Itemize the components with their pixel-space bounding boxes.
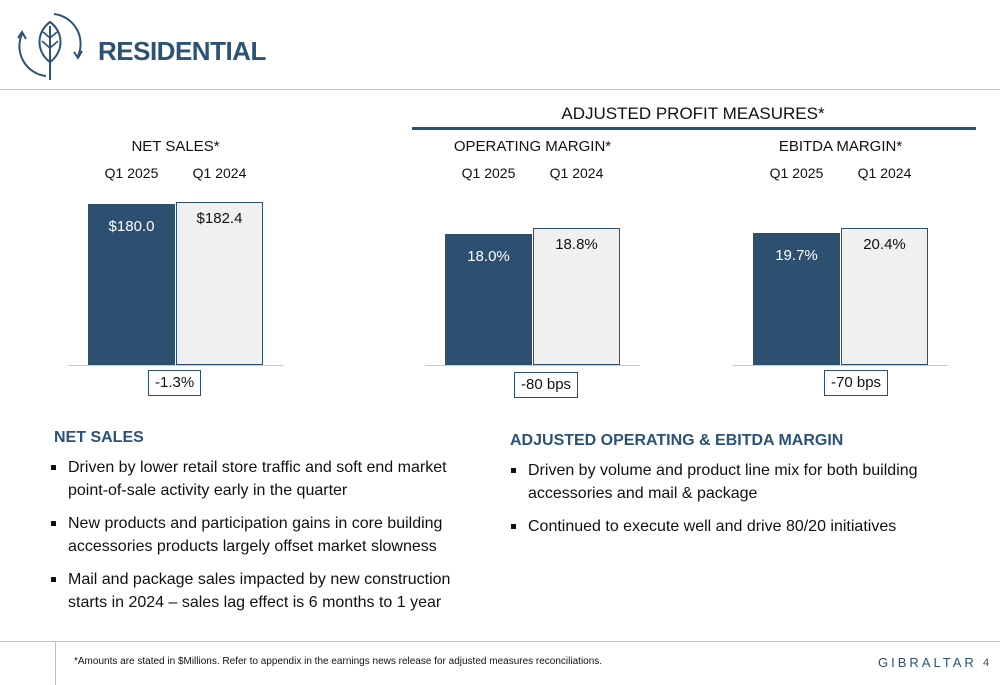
bullet-item: Driven by volume and product line mix fo… bbox=[510, 459, 930, 505]
data-label: 18.0% bbox=[467, 247, 510, 265]
net-sales-heading: NET SALES bbox=[54, 429, 144, 446]
chart-baseline bbox=[425, 365, 640, 366]
bullet-item: Mail and package sales impacted by new c… bbox=[50, 568, 470, 614]
chart-title: OPERATING MARGIN* bbox=[453, 138, 612, 155]
adjusted-profit-header: ADJUSTED PROFIT MEASURES* bbox=[561, 104, 825, 123]
chart-baseline bbox=[733, 365, 948, 366]
adjusted-profit-rule bbox=[412, 127, 976, 130]
bar-prior bbox=[841, 228, 928, 365]
category-label: Q1 2024 bbox=[857, 165, 912, 181]
bullet-item: Continued to execute well and drive 80/2… bbox=[510, 515, 930, 538]
data-label: $180.0 bbox=[108, 218, 155, 236]
bar-prior bbox=[533, 228, 620, 365]
bar-current bbox=[88, 204, 175, 365]
category-label: Q1 2025 bbox=[769, 165, 824, 181]
category-label: Q1 2024 bbox=[192, 165, 247, 181]
brand-wordmark: GIBRALTAR bbox=[878, 655, 977, 670]
change-badge: -70 bps bbox=[824, 370, 889, 396]
change-badge: -80 bps bbox=[514, 372, 579, 398]
chart-title: EBITDA MARGIN* bbox=[778, 138, 903, 155]
margin-bullets: Driven by volume and product line mix fo… bbox=[510, 459, 930, 548]
chart-baseline bbox=[68, 365, 283, 366]
net-sales-bullets: Driven by lower retail store traffic and… bbox=[50, 456, 470, 624]
footer-divider bbox=[0, 641, 1000, 642]
data-label: 20.4% bbox=[863, 236, 906, 253]
data-label: 18.8% bbox=[555, 236, 598, 253]
category-label: Q1 2025 bbox=[461, 165, 516, 181]
bar-prior bbox=[176, 202, 263, 365]
bar-current bbox=[753, 232, 840, 365]
footnote: *Amounts are stated in $Millions. Refer … bbox=[74, 656, 603, 667]
page-number: 4 bbox=[983, 657, 990, 669]
bullet-item: New products and participation gains in … bbox=[50, 512, 470, 558]
change-badge: -1.3% bbox=[148, 370, 202, 396]
page-title: RESIDENTIAL bbox=[98, 36, 266, 66]
margin-heading: ADJUSTED OPERATING & EBITDA MARGIN bbox=[510, 432, 844, 449]
company-logo bbox=[16, 8, 86, 84]
header-divider bbox=[0, 89, 1000, 90]
data-label: $182.4 bbox=[196, 210, 243, 227]
footer-vertical-rule bbox=[55, 642, 56, 685]
chart-title: NET SALES* bbox=[131, 138, 220, 155]
bullet-item: Driven by lower retail store traffic and… bbox=[50, 456, 470, 502]
bar-current bbox=[445, 233, 532, 365]
data-label: 19.7% bbox=[775, 246, 818, 264]
category-label: Q1 2024 bbox=[549, 165, 604, 181]
category-label: Q1 2025 bbox=[104, 165, 159, 181]
